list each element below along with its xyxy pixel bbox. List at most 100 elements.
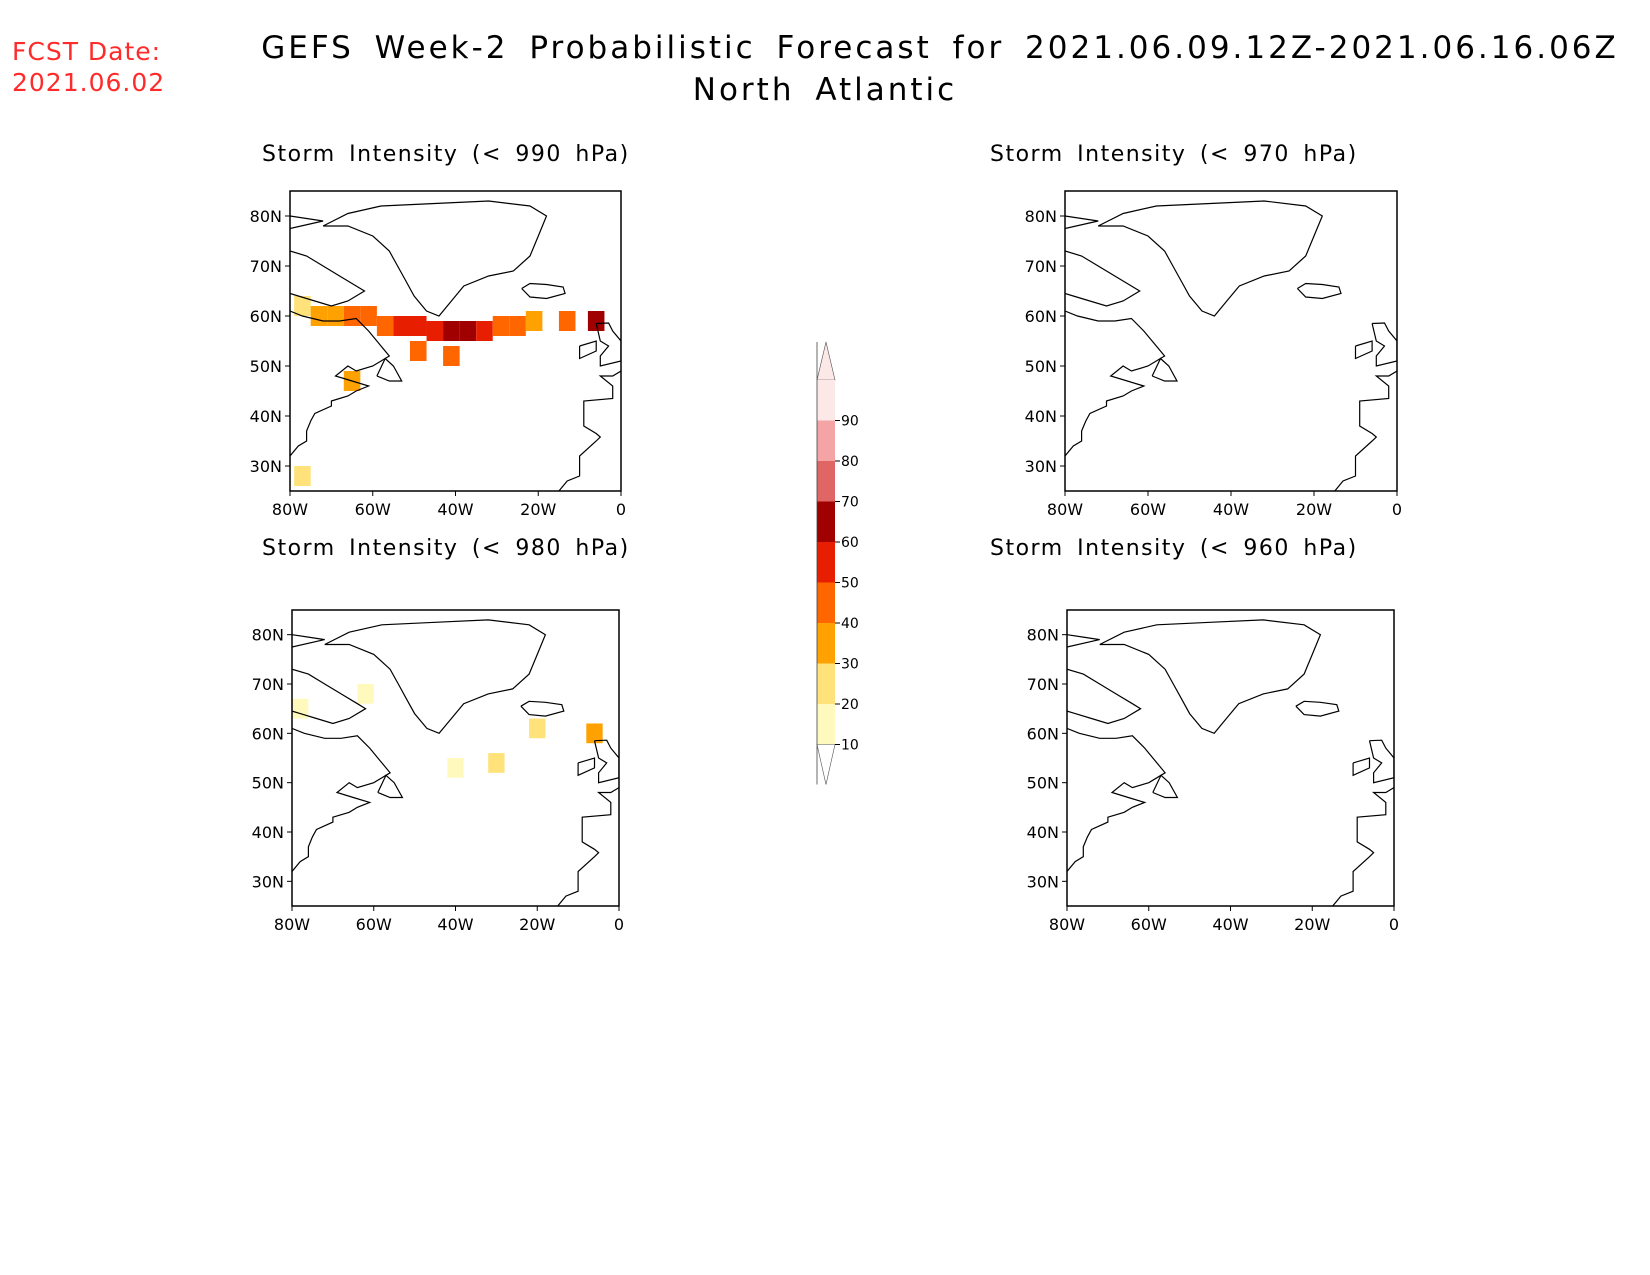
colorbar-swatch [817, 542, 835, 583]
panel-990-lat-label: 70N [250, 257, 282, 276]
panel-960-lat-label: 70N [1027, 675, 1059, 694]
panel-980-lat-label: 80N [252, 626, 284, 645]
panel-970-coastline [1371, 322, 1397, 367]
panel-990-prob-cell [525, 311, 543, 331]
panel-970-title: Storm Intensity (< 970 hPa) [990, 142, 1358, 167]
panel-990-lat-label: 50N [250, 357, 282, 376]
panel-990-prob-cell [376, 316, 394, 336]
panel-990-prob-cell [443, 346, 460, 366]
panel-970-frame [1064, 190, 1398, 492]
panel-990-prob-cell [409, 316, 427, 336]
panel-990-lat-label: 60N [250, 307, 282, 326]
panel-990-prob-cell [492, 316, 510, 336]
figure-title: GEFS Week-2 Probabilistic Forecast for 2… [0, 30, 1650, 108]
panel-980-coastline [577, 757, 596, 777]
panel-990-prob-cell [587, 311, 605, 331]
colorbar-label: 20 [841, 697, 859, 713]
panel-990-coastline [290, 215, 324, 230]
panel-970-coastline [1296, 282, 1342, 300]
panel-980-lon-label: 60W [356, 915, 392, 934]
panel-980-coastline [324, 619, 547, 735]
panel-990-prob-cell [343, 306, 361, 326]
panel-970-lat-label: 70N [1025, 257, 1057, 276]
colorbar-label: 50 [841, 576, 859, 592]
panel-990-prob-cell [294, 466, 311, 486]
colorbar-swatch [817, 663, 835, 704]
panel-970-lat-label: 50N [1025, 357, 1057, 376]
panel-960-map: 80N 70N 60N 50N 40N 30N 80W 60W 40W 20W 0 [1027, 609, 1399, 934]
panel-980-lon-label: 0 [614, 915, 624, 934]
panel-980-prob-cell [447, 758, 464, 778]
panel-990-map: 80N 70N 60N 50N 40N 30N 80W 60W 40W 20W 0 [250, 190, 626, 519]
panel-990-prob-cell [443, 321, 460, 341]
panel-990-coastline [376, 357, 403, 382]
panel-960-coastline [1067, 634, 1100, 648]
panel-960-coastline [1295, 700, 1340, 717]
panel-990-prob-cell [310, 306, 328, 326]
panel-990-prob-cell [393, 316, 410, 336]
panel-980-title: Storm Intensity (< 980 hPa) [262, 536, 630, 561]
colorbar-label: 90 [841, 414, 859, 430]
panel-970-coastline [1065, 310, 1166, 457]
colorbar-swatch [817, 704, 835, 745]
panel-970-coastline [1151, 357, 1179, 382]
panel-960-lat-label: 30N [1027, 872, 1059, 891]
colorbar-label: 80 [841, 454, 859, 470]
panel-990-prob-cell [360, 306, 377, 326]
panel-990-lat-label: 40N [250, 407, 282, 426]
panel-990-lon-label: 0 [616, 500, 626, 519]
colorbar-swatch [817, 501, 835, 542]
panel-970-lat-label: 40N [1025, 407, 1057, 426]
panel-960-coastline [1368, 739, 1394, 784]
panel-960-frame [1066, 609, 1395, 907]
panel-960-lat-label: 40N [1027, 823, 1059, 842]
colorbar-label: 30 [841, 657, 859, 673]
panel-980-lat-label: 70N [252, 675, 284, 694]
panel-990-prob-cell [426, 321, 444, 341]
panel-990-lat-label: 30N [250, 457, 282, 476]
panel-980-coastline [557, 787, 619, 906]
panel-980-prob-cell [586, 723, 603, 744]
panel-960-title: Storm Intensity (< 960 hPa) [990, 536, 1358, 561]
colorbar-bottom-cap [816, 744, 836, 785]
panel-980-lon-label: 80W [274, 915, 310, 934]
panel-990-coastline [579, 340, 597, 360]
panel-960-lat-label: 60N [1027, 724, 1059, 743]
panel-990-prob-cell [558, 311, 576, 331]
panel-990-prob-cell [294, 296, 311, 316]
panel-980-lat-label: 50N [252, 774, 284, 793]
panel-980-coastline [593, 739, 619, 784]
colorbar-swatch [817, 582, 835, 623]
panel-980-coastline [292, 634, 325, 648]
panel-970-coastline [1065, 250, 1141, 307]
panel-970-lat-label: 80N [1025, 207, 1057, 226]
panel-990-coastline [322, 200, 548, 317]
panel-980-prob-cell [292, 698, 309, 719]
panel-990-coastline [595, 322, 621, 367]
colorbar-label: 40 [841, 616, 859, 632]
panel-960-lon-label: 80W [1049, 915, 1085, 934]
panel-980-map: 80N 70N 60N 50N 40N 30N 80W 60W 40W 20W 0 [252, 609, 624, 934]
panel-990-prob-cell [327, 306, 344, 326]
panel-980-coastline [292, 668, 367, 725]
colorbar-swatch [817, 380, 835, 421]
panel-990-lon-label: 80W [272, 500, 308, 519]
panel-980-coastline [377, 774, 404, 799]
panel-960-coastline [1332, 787, 1394, 906]
panel-960-coastline [1067, 727, 1167, 872]
colorbar-label: 70 [841, 495, 859, 511]
forecast-date-block: FCST Date: 2021.06.02 [12, 36, 165, 98]
panel-970-coastline [1334, 370, 1397, 491]
panel-960-lon-label: 40W [1212, 915, 1248, 934]
colorbar-swatch [817, 461, 835, 502]
panel-990-title: Storm Intensity (< 990 hPa) [262, 142, 630, 167]
colorbar-swatch [817, 420, 835, 461]
panel-970-lon-label: 80W [1047, 500, 1083, 519]
panel-970-lon-label: 20W [1296, 500, 1332, 519]
colorbar-label: 10 [841, 738, 859, 754]
panel-990-prob-cell [459, 321, 477, 341]
colorbar-top-cap [816, 341, 836, 381]
panel-980-lat-label: 60N [252, 724, 284, 743]
colorbar-label: 60 [841, 535, 859, 551]
